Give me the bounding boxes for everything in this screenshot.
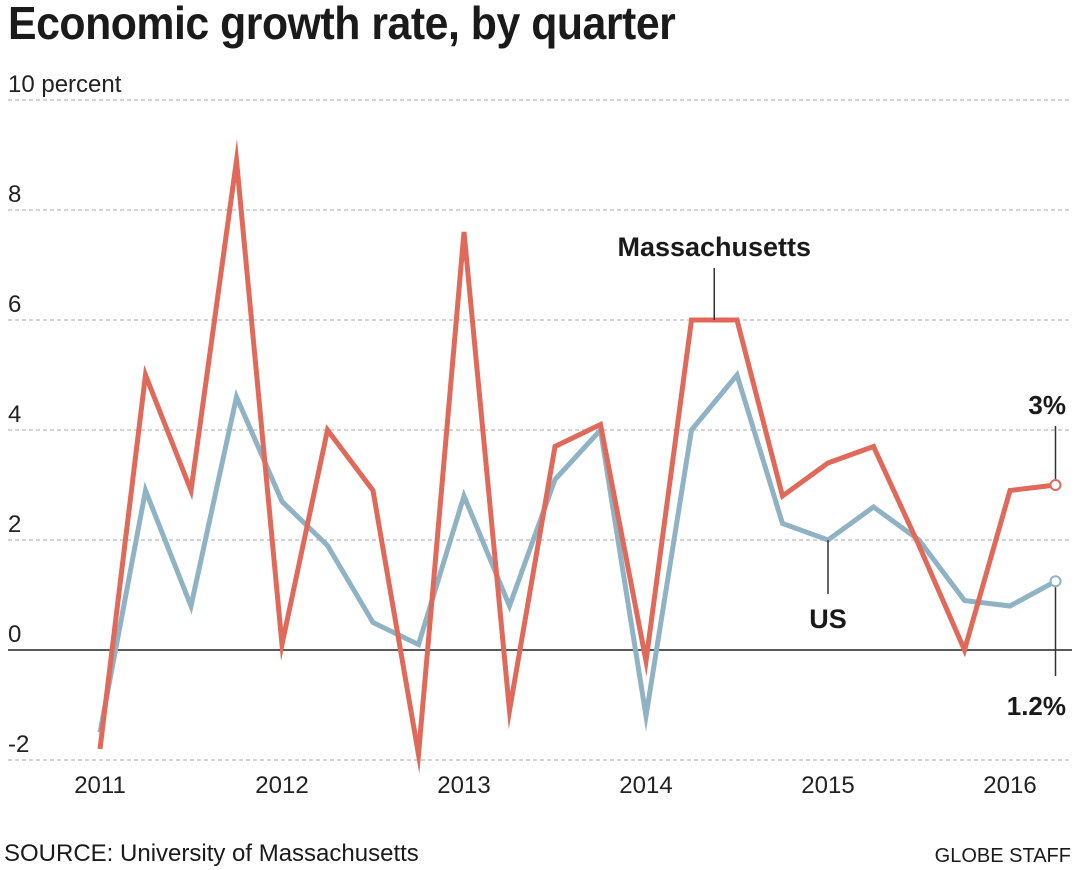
x-tick-label: 2012 (255, 772, 308, 799)
source-note: SOURCE: University of Massachusetts (4, 840, 419, 867)
y-tick-label: 0 (8, 621, 21, 648)
x-tick-label: 2014 (619, 772, 672, 799)
credit-note: GLOBE STAFF (934, 845, 1071, 867)
massachusetts-end-value: 3% (1028, 390, 1066, 420)
y-tick-label: 8 (8, 181, 21, 208)
series-layer (97, 138, 1062, 774)
x-tick-label: 2011 (74, 772, 126, 799)
chart-title: Economic growth rate, by quarter (8, 0, 676, 49)
x-tick-label: 2016 (983, 772, 1036, 799)
y-tick-label: 10 percent (8, 71, 122, 98)
y-axis-labels: -2 0 2 4 6 8 10 percent (8, 71, 122, 758)
x-axis-labels: 2011 2012 2013 2014 2015 2016 (74, 772, 1037, 799)
label-layer: Massachusetts US 3% 1.2% (617, 232, 1066, 721)
massachusetts-series-label: Massachusetts (617, 232, 811, 262)
x-tick-label: 2013 (437, 772, 490, 799)
y-tick-label: 2 (8, 511, 21, 538)
y-tick-label: -2 (8, 731, 29, 758)
massachusetts-line-end-marker (1049, 479, 1062, 491)
y-tick-label: 6 (8, 291, 21, 318)
us-end-value: 1.2% (1007, 691, 1066, 721)
us-line (97, 369, 1057, 733)
y-tick-label: 4 (8, 401, 21, 428)
x-tick-label: 2015 (801, 772, 854, 799)
massachusetts-line (97, 138, 1056, 774)
us-series-label: US (809, 604, 847, 634)
us-line-end-marker (1049, 575, 1062, 588)
